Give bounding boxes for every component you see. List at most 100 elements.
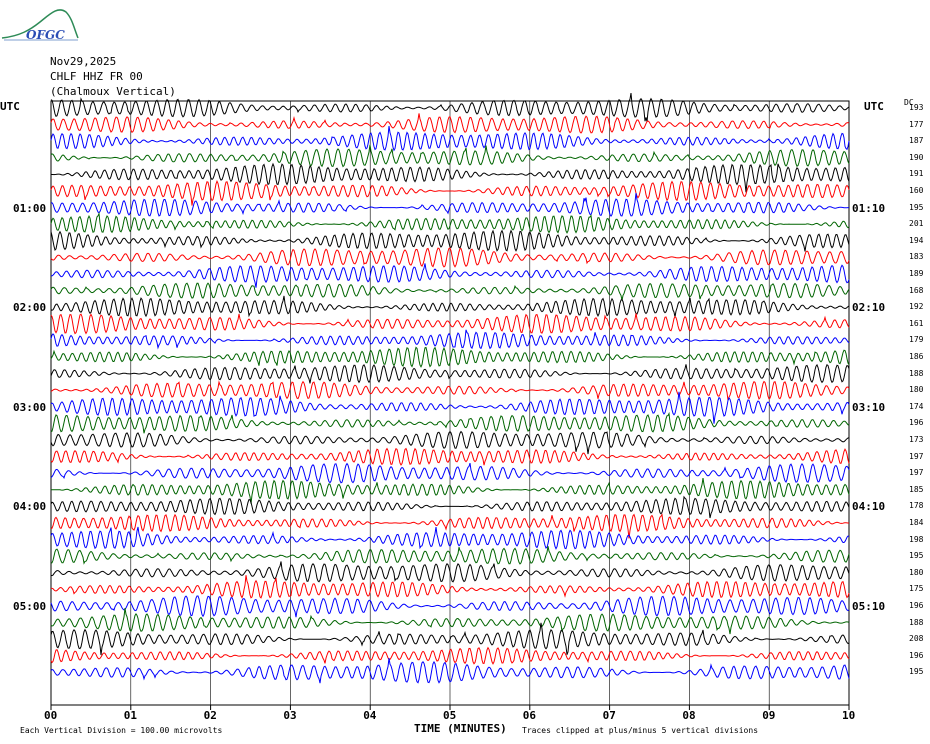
dc-value: 193 — [909, 103, 924, 112]
trace-row — [50, 495, 850, 519]
dc-value: 188 — [909, 368, 924, 378]
date-label: Nov29,2025 — [50, 55, 117, 68]
x-tick-label: 04 — [363, 709, 377, 722]
x-tick-label: 02 — [203, 709, 217, 722]
right-time-label: 04:10 — [852, 500, 886, 514]
logo-text: OFGC — [26, 28, 65, 42]
trace-row — [50, 229, 850, 252]
dc-value: 177 — [909, 119, 924, 129]
dc-value: 184 — [909, 518, 924, 527]
dc-value: 186 — [909, 352, 924, 361]
dc-value: 175 — [909, 584, 924, 594]
trace-row — [50, 363, 850, 384]
trace-row — [50, 329, 850, 350]
trace-row — [50, 180, 850, 206]
dc-value: 160 — [909, 186, 924, 195]
dc-value: 197 — [909, 451, 924, 461]
trace-row — [50, 608, 850, 635]
dc-value: 201 — [909, 219, 924, 229]
trace-row — [50, 622, 850, 656]
trace-row — [50, 391, 850, 424]
dc-value: 178 — [909, 501, 924, 511]
dc-value: 183 — [909, 252, 924, 262]
dc-value: 180 — [909, 567, 924, 577]
left-time-label: 01:00 — [13, 201, 47, 215]
trace-row — [50, 295, 850, 318]
dc-value: 196 — [909, 601, 924, 610]
dc-value: 179 — [909, 335, 924, 345]
dc-value: 195 — [909, 551, 924, 561]
clip-note: Traces clipped at plus/minus 5 vertical … — [522, 726, 759, 735]
left-time-label: 03:00 — [13, 400, 47, 414]
trace-row — [50, 646, 850, 665]
dc-value: 196 — [909, 418, 924, 428]
dc-label: DC — [904, 98, 914, 107]
station-label: CHLF HHZ FR 00 — [50, 70, 143, 83]
dc-value: 190 — [909, 152, 924, 162]
right-time-label: 02:10 — [852, 301, 886, 315]
dc-value: 180 — [909, 385, 924, 395]
right-time-label: 03:10 — [852, 400, 886, 414]
dc-value: 208 — [909, 634, 924, 644]
x-tick-label: 07 — [602, 709, 616, 722]
trace-row — [50, 125, 850, 152]
x-tick-label: 01 — [123, 709, 138, 722]
trace-row — [50, 658, 850, 684]
trace-row — [50, 144, 850, 168]
dc-value: 195 — [909, 667, 924, 677]
trace-row — [50, 513, 850, 539]
trace-row — [50, 113, 850, 134]
left-time-label: 02:00 — [13, 301, 47, 315]
trace-row — [51, 478, 850, 504]
x-tick-label: 05 — [443, 709, 457, 722]
x-tick-label: 03 — [283, 709, 297, 722]
trace-row — [50, 247, 850, 268]
trace-row — [51, 263, 850, 288]
x-tick-label: 06 — [522, 709, 537, 722]
right-time-label: 01:10 — [852, 201, 886, 215]
left-time-label: 05:00 — [13, 600, 47, 613]
trace-row — [50, 595, 850, 618]
x-tick-label: 08 — [682, 709, 696, 722]
dc-value: 196 — [909, 650, 924, 660]
utc-left-label: UTC — [0, 100, 20, 113]
dc-value: 198 — [909, 534, 924, 544]
dc-value: 194 — [909, 235, 924, 245]
trace-row — [50, 346, 850, 368]
ofgc-logo — [1, 9, 79, 41]
trace-row — [50, 462, 850, 484]
scale-note: Each Vertical Division = 100.00 microvol… — [20, 726, 223, 735]
trace-row — [50, 561, 850, 583]
utc-right-label: UTC — [864, 100, 884, 113]
trace-row — [50, 546, 850, 565]
trace-row — [50, 93, 850, 122]
dc-value: 192 — [909, 302, 924, 312]
trace-row — [50, 313, 850, 335]
dc-value: 173 — [909, 435, 924, 444]
trace-row — [50, 411, 850, 434]
dc-value: 189 — [909, 269, 924, 278]
x-tick-label: 10 — [842, 709, 856, 722]
left-time-label: 04:00 — [13, 500, 47, 514]
dc-value: 197 — [909, 468, 924, 478]
dc-value: 185 — [909, 484, 924, 494]
trace-row — [50, 282, 850, 301]
trace-row — [50, 380, 850, 401]
dc-value: 168 — [909, 285, 924, 295]
trace-row — [50, 575, 850, 599]
trace-row — [50, 430, 850, 455]
x-tick-label: 00 — [44, 709, 58, 722]
trace-row — [50, 162, 850, 193]
dc-value: 195 — [909, 202, 924, 212]
dc-value: 188 — [909, 617, 924, 627]
dc-value: 191 — [909, 169, 924, 179]
trace-row — [50, 193, 849, 218]
dc-value: 187 — [909, 136, 924, 146]
trace-row — [50, 447, 850, 466]
station-name: (Chalmoux Vertical) — [50, 85, 176, 98]
x-tick-label: 09 — [762, 709, 776, 722]
right-time-label: 05:10 — [852, 600, 886, 613]
trace-row — [50, 211, 850, 234]
dc-value: 174 — [909, 401, 924, 411]
